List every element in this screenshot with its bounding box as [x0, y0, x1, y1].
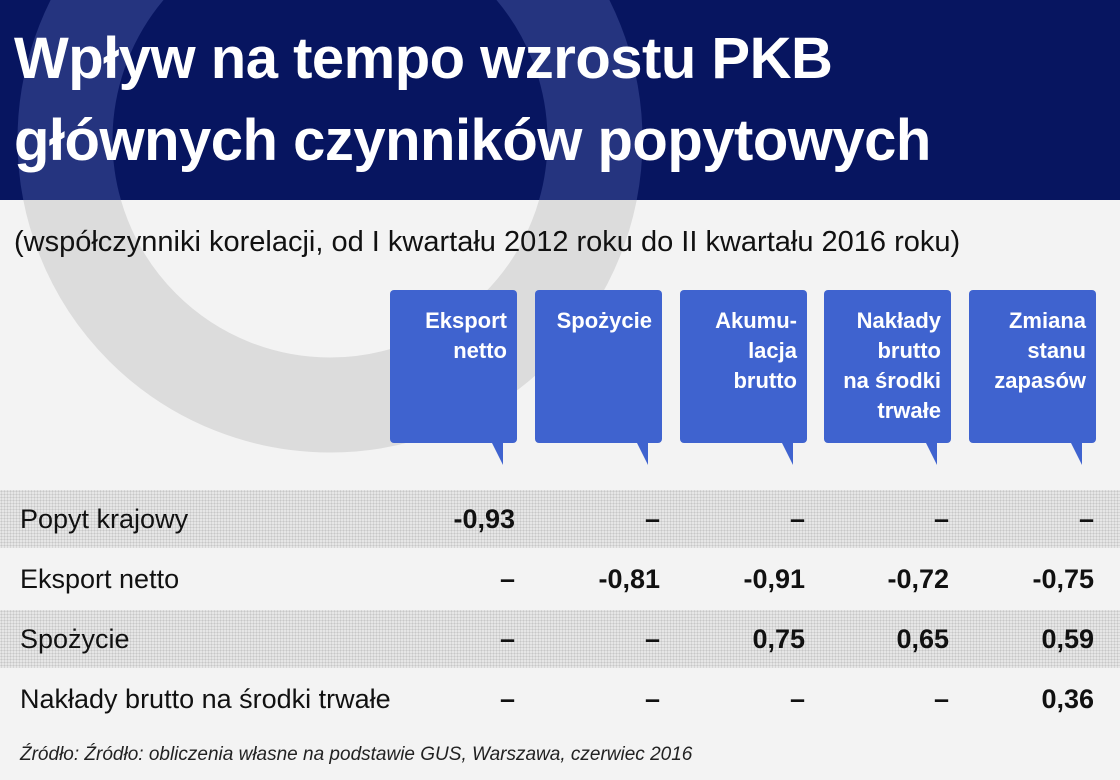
table-cell: –: [644, 624, 660, 654]
page-title-line-2: głównych czynników popytowych: [14, 108, 931, 173]
table-cell: -0,93: [453, 504, 515, 534]
row-label: Nakłady brutto na środki trwałe: [20, 684, 391, 714]
table-cell: –: [933, 504, 949, 534]
column-header-3: Akumu- lacja brutto: [680, 290, 807, 465]
table-cell: -0,72: [887, 564, 949, 594]
callout-pointer-icon: [636, 441, 648, 465]
callout-pointer-icon: [1070, 441, 1082, 465]
table-cell: –: [499, 684, 515, 714]
row-label: Spożycie: [20, 624, 130, 654]
header-banner: Wpływ na tempo wzrostu PKB głównych czyn…: [0, 0, 1120, 200]
table-cell: -0,91: [743, 564, 805, 594]
table-cell: –: [499, 624, 515, 654]
table-cell: 0,75: [752, 624, 805, 654]
column-header-label: Zmiana stanu zapasów: [994, 308, 1086, 393]
column-header-4: Nakłady brutto na środki trwałe: [824, 290, 951, 465]
column-header-label: Eksport netto: [425, 308, 507, 363]
table-row: Spożycie – – 0,75 0,65 0,59: [0, 610, 1120, 668]
source-note: Źródło: Źródło: obliczenia własne na pod…: [20, 744, 693, 765]
header-watermark-logo-icon: [17, 0, 643, 200]
column-header-label: Akumu- lacja brutto: [715, 308, 797, 393]
table-cell: –: [644, 504, 660, 534]
column-header-5: Zmiana stanu zapasów: [969, 290, 1096, 465]
table-cell: –: [499, 564, 515, 594]
table-cell: -0,75: [1032, 564, 1094, 594]
table-cell: 0,59: [1041, 624, 1094, 654]
callout-pointer-icon: [925, 441, 937, 465]
page-title-line-1: Wpływ na tempo wzrostu PKB: [14, 26, 833, 91]
column-header-label: Nakłady brutto na środki trwałe: [843, 308, 941, 423]
callout-pointer-icon: [491, 441, 503, 465]
table-cell: –: [789, 684, 805, 714]
callout-pointer-icon: [781, 441, 793, 465]
column-header-label: Spożycie: [556, 308, 652, 333]
table-cell: –: [933, 684, 949, 714]
table-cell: 0,65: [896, 624, 949, 654]
table-row: Popyt krajowy -0,93 – – – –: [0, 490, 1120, 548]
table-cell: –: [789, 504, 805, 534]
subtitle: (współczynniki korelacji, od I kwartału …: [14, 226, 961, 258]
row-label: Eksport netto: [20, 564, 180, 594]
row-label: Popyt krajowy: [20, 504, 189, 534]
table-row: Nakłady brutto na środki trwałe – – – – 0,36: [0, 670, 1120, 728]
table-row: Eksport netto – -0,81 -0,91 -0,72 -0,75: [0, 550, 1120, 608]
column-header-1: Eksport netto: [390, 290, 517, 465]
column-header-2: Spożycie: [535, 290, 662, 465]
table-cell: -0,81: [598, 564, 660, 594]
table-cell: –: [644, 684, 660, 714]
table-cell: 0,36: [1041, 684, 1094, 714]
table-cell: –: [1078, 504, 1094, 534]
